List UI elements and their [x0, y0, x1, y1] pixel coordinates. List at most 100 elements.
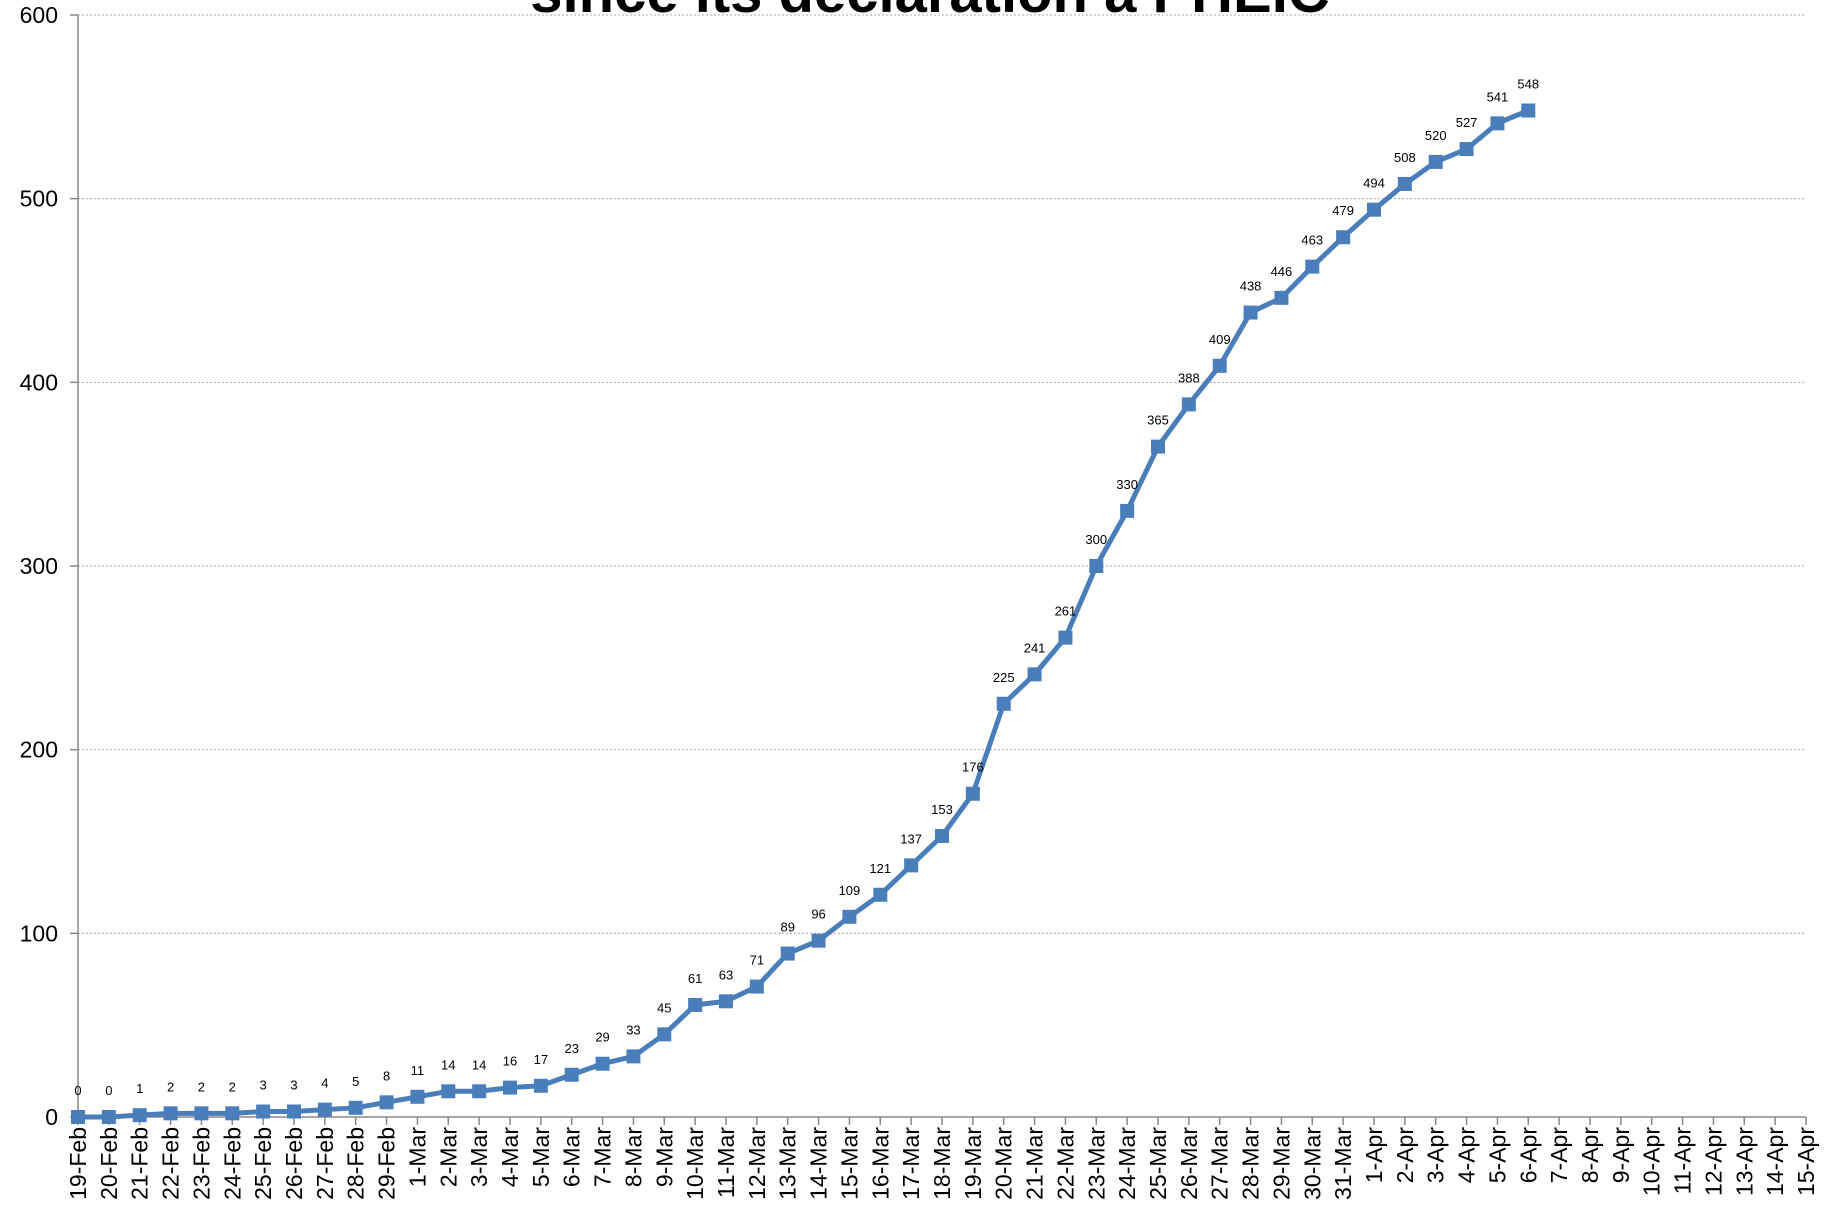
- data-label: 14: [441, 1057, 455, 1072]
- x-tick-label: 13-Mar: [775, 1127, 801, 1200]
- marker: [1397, 176, 1412, 191]
- data-label: 3: [260, 1077, 267, 1092]
- data-label: 109: [839, 883, 861, 898]
- x-tick-label: 20-Mar: [991, 1127, 1017, 1200]
- x-tick-label: 19-Feb: [65, 1127, 91, 1200]
- marker: [780, 946, 795, 961]
- x-tick-label: 22-Mar: [1052, 1127, 1078, 1200]
- data-label: 0: [105, 1083, 112, 1098]
- data-label: 96: [811, 907, 825, 922]
- data-label: 16: [503, 1054, 517, 1069]
- y-tick-label: 500: [20, 186, 58, 212]
- marker: [256, 1104, 271, 1119]
- data-label: 29: [595, 1030, 609, 1045]
- x-tick-label: 26-Feb: [281, 1127, 307, 1200]
- x-tick-label: 15-Apr: [1793, 1127, 1819, 1196]
- data-label: 479: [1332, 203, 1354, 218]
- marker: [1459, 142, 1474, 157]
- x-tick-label: 22-Feb: [158, 1127, 184, 1200]
- marker: [472, 1084, 487, 1099]
- data-label: 300: [1085, 532, 1107, 547]
- x-tick-label: 14-Mar: [806, 1127, 832, 1200]
- marker: [317, 1102, 332, 1117]
- x-tick-label: 23-Feb: [188, 1127, 214, 1200]
- data-label: 71: [750, 953, 764, 968]
- marker: [194, 1106, 209, 1121]
- data-label: 4: [321, 1076, 328, 1091]
- data-label: 14: [472, 1057, 486, 1072]
- x-tick-label: 11-Apr: [1670, 1127, 1696, 1195]
- x-tick-label: 19-Mar: [960, 1127, 986, 1200]
- marker: [1243, 305, 1258, 320]
- data-label: 241: [1024, 640, 1046, 655]
- data-label: 388: [1178, 370, 1200, 385]
- y-tick-label: 300: [20, 553, 58, 579]
- data-label: 5: [352, 1074, 359, 1089]
- x-tick-label: 27-Mar: [1207, 1127, 1233, 1200]
- marker: [904, 858, 919, 873]
- marker: [811, 933, 826, 948]
- x-tick-label: 16-Mar: [867, 1127, 893, 1200]
- x-tick-label: 5-Apr: [1484, 1127, 1510, 1184]
- data-label: 89: [780, 920, 794, 935]
- x-tick-label: 25-Mar: [1145, 1127, 1171, 1200]
- x-tick-label: 31-Mar: [1330, 1127, 1356, 1200]
- data-label: 63: [719, 967, 733, 982]
- marker: [1490, 116, 1505, 131]
- marker: [1120, 503, 1135, 518]
- data-label: 438: [1240, 279, 1262, 294]
- marker: [626, 1049, 641, 1064]
- x-tick-label: 18-Mar: [929, 1127, 955, 1200]
- x-tick-label: 7-Apr: [1546, 1127, 1572, 1184]
- data-label: 541: [1487, 89, 1509, 104]
- marker: [1058, 630, 1073, 645]
- data-label: 365: [1147, 413, 1169, 428]
- x-tick-label: 29-Feb: [374, 1127, 400, 1200]
- marker: [379, 1095, 394, 1110]
- data-label: 17: [534, 1052, 548, 1067]
- data-label: 153: [931, 802, 953, 817]
- data-label: 261: [1055, 604, 1077, 619]
- x-tick-label: 30-Mar: [1299, 1127, 1325, 1200]
- data-label: 2: [198, 1079, 205, 1094]
- x-tick-label: 27-Feb: [312, 1127, 338, 1200]
- data-label: 176: [962, 760, 984, 775]
- x-tick-label: 4-Mar: [497, 1127, 523, 1187]
- x-tick-label: 26-Mar: [1176, 1127, 1202, 1200]
- x-tick-label: 25-Feb: [250, 1127, 276, 1200]
- x-tick-label: 3-Mar: [466, 1127, 492, 1187]
- data-label: 45: [657, 1000, 671, 1015]
- data-label: 409: [1209, 332, 1231, 347]
- x-tick-label: 10-Mar: [682, 1127, 708, 1200]
- marker: [287, 1104, 301, 1119]
- x-tick-label: 23-Mar: [1083, 1127, 1109, 1200]
- x-tick-label: 1-Mar: [404, 1127, 430, 1187]
- x-tick-label: 28-Mar: [1238, 1127, 1264, 1200]
- marker: [1151, 439, 1165, 454]
- data-label: 137: [900, 831, 922, 846]
- data-label: 446: [1271, 264, 1293, 279]
- marker: [965, 786, 980, 801]
- x-tick-label: 7-Mar: [590, 1127, 616, 1187]
- data-label: 225: [993, 670, 1015, 685]
- marker: [1521, 103, 1536, 118]
- x-tick-label: 1-Apr: [1361, 1127, 1387, 1184]
- x-tick-label: 4-Apr: [1454, 1127, 1480, 1184]
- x-tick-label: 11-Mar: [713, 1127, 739, 1198]
- x-tick-label: 3-Apr: [1423, 1127, 1449, 1184]
- marker: [564, 1067, 579, 1082]
- marker: [1428, 154, 1443, 169]
- data-label: 463: [1301, 233, 1323, 248]
- y-tick-label: 400: [20, 369, 58, 395]
- x-tick-label: 28-Feb: [343, 1127, 369, 1200]
- y-tick-label: 100: [20, 920, 58, 946]
- marker: [996, 696, 1011, 711]
- y-tick-label: 0: [45, 1104, 58, 1130]
- marker: [935, 828, 949, 843]
- x-tick-label: 6-Mar: [559, 1127, 585, 1187]
- x-tick-label: 21-Feb: [127, 1127, 153, 1200]
- marker: [1181, 397, 1196, 412]
- marker: [719, 994, 733, 1009]
- marker: [688, 997, 703, 1012]
